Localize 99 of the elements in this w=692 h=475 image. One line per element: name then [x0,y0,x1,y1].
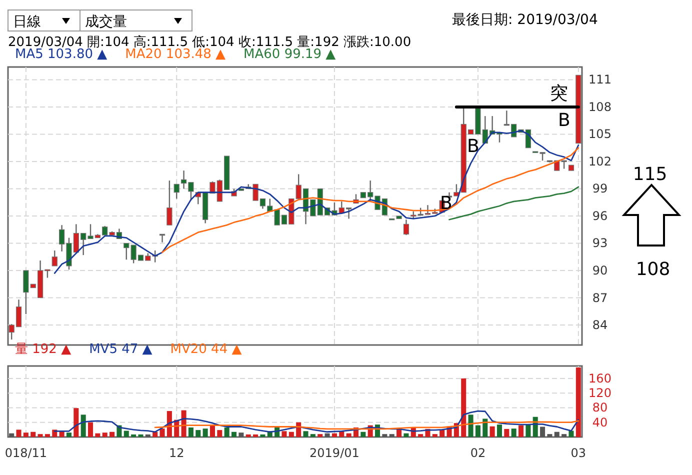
bar [324,433,330,437]
bar [224,427,230,437]
y-tick-label: 160 [588,371,612,386]
annotation: B [558,110,570,131]
bar [38,434,43,437]
y-tick-label: 96 [592,208,608,223]
bar [554,432,560,437]
bar [202,428,208,437]
bar [196,430,201,437]
text: 115 [632,164,668,185]
bar [232,432,237,437]
bar [389,434,394,437]
bar [310,434,316,437]
candlestick [174,184,180,200]
text: MA20 103.48 ▲ [125,47,226,62]
bar [44,434,50,437]
bar [518,425,524,437]
bar [160,428,165,437]
y-tick-label: 93 [592,236,608,250]
bar [432,434,438,437]
dropdown: 日線 [8,10,80,32]
bar [404,433,409,437]
bar [16,430,22,437]
bar [131,434,136,437]
bar [282,431,287,437]
bar [475,425,480,437]
candlestick [52,250,58,267]
bar [124,430,129,437]
bar [303,431,308,437]
bar [152,432,158,437]
annotation: 突 [550,83,568,104]
bar [547,434,552,437]
bar [568,430,574,437]
y-tick-label: 40 [592,415,608,430]
x-tick-label: 018/11 [4,446,48,460]
annotation: B [467,136,480,157]
bar [562,434,567,437]
bar [511,428,516,437]
x-tick-label: 12 [168,446,184,460]
bar [496,424,502,437]
y-tick-label: 99 [592,182,608,196]
bar [102,432,108,437]
y-tick-label: 105 [588,127,612,142]
bar [461,378,466,437]
bar [30,432,36,437]
bar [9,433,14,437]
candlestick [166,180,172,226]
bar [382,434,388,437]
y-tick-label: 80 [592,400,608,415]
bar [504,428,510,437]
candlestick [403,219,410,236]
dropdown: 成交量 [80,10,192,32]
text: MV20 44 ▲ [170,342,242,357]
bar [188,427,194,437]
bar [80,414,86,437]
text: 108 [636,259,670,280]
x-tick-label: 03 [570,446,586,460]
y-tick-label: 84 [592,318,608,332]
bar [23,432,28,437]
bar [238,432,244,437]
line-series [54,410,580,433]
y-tick-label: 102 [588,154,612,168]
bar [332,433,337,437]
bar [468,414,474,437]
bar [246,434,251,437]
bar [540,426,546,437]
text: 量 192 ▲ [15,342,72,357]
bar [217,430,222,437]
bar [346,433,352,437]
line-series [54,130,580,274]
bar [526,424,531,437]
bar [88,422,94,437]
bar [396,428,402,437]
text: MA60 99.19 ▲ [244,47,336,62]
bar [418,434,424,437]
bar [110,432,115,437]
bar [360,432,366,437]
bar [288,432,294,437]
bar [490,426,495,437]
x-tick-label: 2019/01 [310,446,360,460]
bar [145,434,150,437]
bar [253,434,258,437]
chart-title: 最後日期: 2019/03/04 [452,12,598,28]
bar [260,434,266,437]
bar [95,433,100,437]
text: MV5 47 ▲ [89,342,152,357]
bar [74,408,79,437]
y-tick-label: 90 [592,264,608,278]
line-series [154,420,580,430]
bar [318,434,323,437]
bar [66,432,72,437]
x-tick-label: 02 [470,446,486,460]
y-tick-label: 87 [592,290,608,305]
bar [138,434,144,437]
y-tick-label: 120 [588,386,612,400]
y-tick-label: 108 [588,100,612,114]
bar [482,418,488,437]
text: MA5 103.80 ▲ [15,47,108,62]
y-tick-label: 111 [588,72,612,87]
